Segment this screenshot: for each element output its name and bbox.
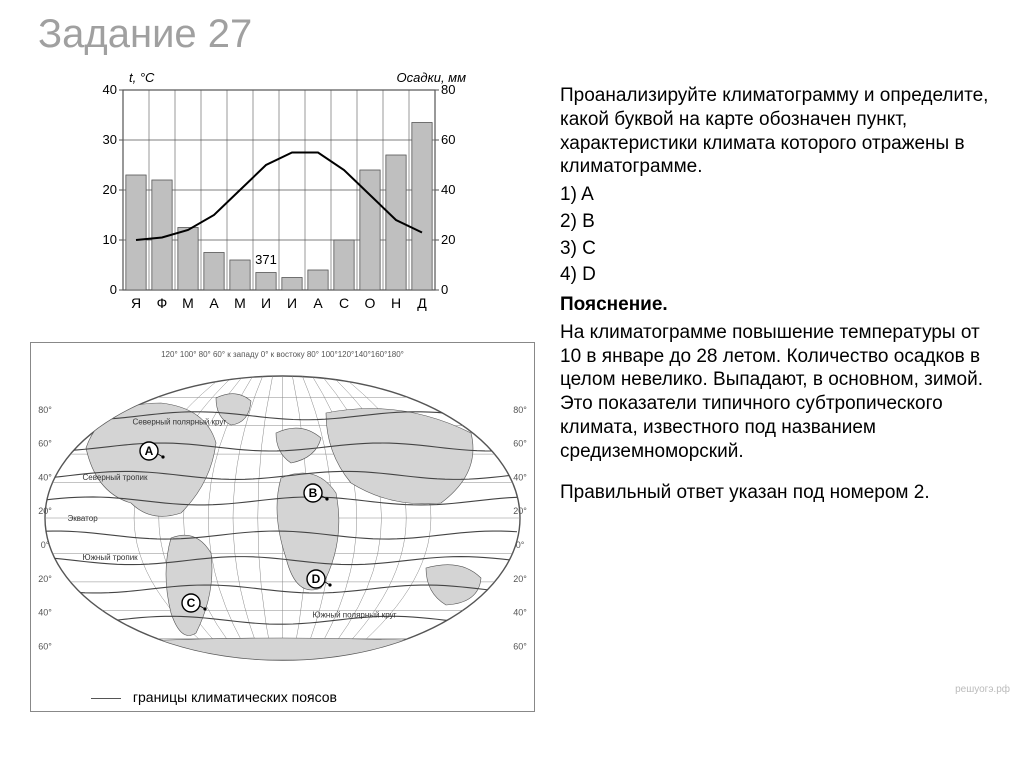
svg-text:10: 10 (103, 232, 117, 247)
watermark: решуогэ.рф (955, 684, 1010, 695)
svg-text:C: C (187, 596, 196, 610)
map-legend: границы климатических поясов (91, 689, 337, 705)
svg-text:Северный полярный круг: Северный полярный круг (133, 417, 227, 426)
svg-text:20°: 20° (513, 574, 527, 584)
svg-text:20°: 20° (38, 574, 52, 584)
correct-answer: Правильный ответ указан под номером 2. (560, 481, 990, 505)
svg-text:О: О (365, 295, 376, 311)
legend-text: границы климатических поясов (133, 689, 337, 705)
svg-text:Южный тропик: Южный тропик (83, 553, 139, 562)
svg-text:40°: 40° (38, 472, 52, 482)
svg-text:371: 371 (255, 252, 277, 267)
explanation-heading: Пояснение. (560, 293, 990, 317)
svg-text:20: 20 (103, 182, 117, 197)
svg-text:40: 40 (441, 182, 455, 197)
svg-text:0°: 0° (516, 540, 525, 550)
svg-text:Южный полярный круг: Южный полярный круг (313, 610, 397, 619)
right-column: Проанализируйте климато­грамму и определ… (560, 84, 990, 509)
left-column: t, °C Осадки, мм 010203040020406080ЯФМАМ… (38, 72, 523, 332)
svg-text:120° 100° 80° 60° к западу 0°: 120° 100° 80° 60° к западу 0° к востоку … (161, 350, 404, 359)
svg-text:Д: Д (417, 295, 427, 311)
right-axis-label: Осадки, мм (397, 70, 466, 85)
svg-text:0°: 0° (41, 540, 50, 550)
legend-line-icon (91, 698, 121, 699)
chart-svg: 010203040020406080ЯФМАМИИАСОНД371 (93, 72, 493, 332)
svg-text:И: И (261, 295, 271, 311)
svg-text:40: 40 (103, 82, 117, 97)
option-a: 1) A (560, 183, 990, 207)
svg-text:Я: Я (131, 295, 141, 311)
explanation-body: На климатограмме повыше­ние температуры … (560, 321, 990, 464)
svg-text:А: А (313, 295, 323, 311)
svg-text:A: A (145, 444, 154, 458)
svg-text:40°: 40° (513, 608, 527, 618)
svg-text:60°: 60° (38, 641, 52, 651)
svg-text:D: D (312, 572, 321, 586)
svg-text:40°: 40° (513, 472, 527, 482)
svg-text:40°: 40° (38, 608, 52, 618)
svg-text:20: 20 (441, 232, 455, 247)
svg-text:0: 0 (441, 282, 448, 297)
svg-text:80°: 80° (38, 405, 52, 415)
left-axis-label: t, °C (129, 70, 154, 85)
map-svg: Северный полярный круг Северный тропик Экв… (31, 343, 534, 683)
svg-text:80°: 80° (513, 405, 527, 415)
svg-text:С: С (339, 295, 349, 311)
option-c: 3) C (560, 237, 990, 261)
option-b: 2) B (560, 210, 990, 234)
svg-text:Экватор: Экватор (68, 514, 99, 523)
svg-text:20°: 20° (513, 506, 527, 516)
svg-text:20°: 20° (38, 506, 52, 516)
svg-text:А: А (209, 295, 219, 311)
svg-text:60: 60 (441, 132, 455, 147)
svg-text:B: B (309, 486, 318, 500)
climatogram-chart: t, °C Осадки, мм 010203040020406080ЯФМАМ… (93, 72, 578, 332)
svg-text:30: 30 (103, 132, 117, 147)
page-title: Задание 27 (38, 12, 252, 57)
svg-text:60°: 60° (38, 439, 52, 449)
world-map: Северный полярный круг Северный тропик Экв… (30, 342, 535, 712)
svg-text:60°: 60° (513, 439, 527, 449)
svg-text:0: 0 (110, 282, 117, 297)
svg-text:60°: 60° (513, 641, 527, 651)
svg-text:И: И (287, 295, 297, 311)
answer-options: 1) A 2) B 3) C 4) D (560, 183, 990, 287)
svg-text:М: М (234, 295, 246, 311)
svg-text:Северный тропик: Северный тропик (83, 473, 149, 482)
svg-text:Н: Н (391, 295, 401, 311)
svg-text:Ф: Ф (157, 295, 168, 311)
option-d: 4) D (560, 263, 990, 287)
question-text: Проанализируйте климато­грамму и определ… (560, 84, 990, 179)
svg-text:М: М (182, 295, 194, 311)
